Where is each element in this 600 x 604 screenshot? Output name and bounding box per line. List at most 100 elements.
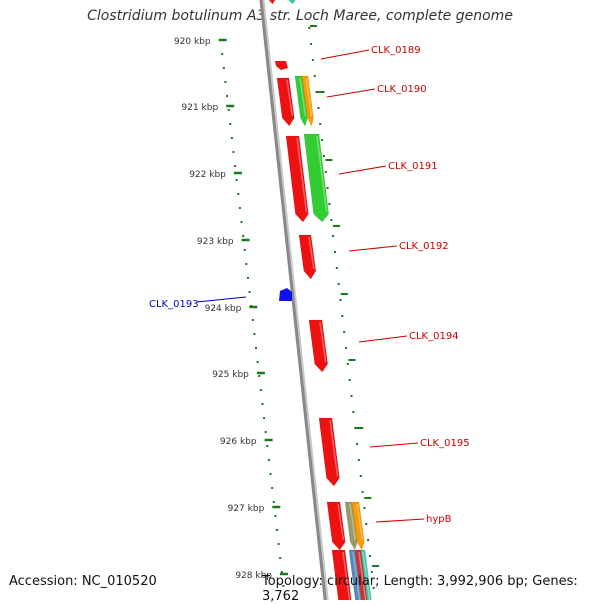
gene-label: CLK_0194: [409, 331, 459, 342]
inner-dot: [264, 431, 267, 433]
gene-arrow-shine: [352, 551, 361, 600]
outer-dot: [319, 123, 322, 125]
outer-dot: [354, 427, 357, 429]
inner-dot: [221, 53, 224, 55]
kbp-label: 924 kbp: [205, 304, 242, 314]
kbp-label: 923 kbp: [197, 237, 234, 247]
gene-arrow: [285, 135, 309, 223]
outer-dot: [339, 299, 342, 301]
outer-dot: [359, 475, 362, 477]
accession-text: Accession: NC_010520: [9, 574, 157, 589]
inner-dot: [261, 403, 264, 405]
gene-arrow-clk0190-shine: [286, 79, 294, 117]
gene-arrow-shine: [296, 137, 308, 213]
inner-dot: [246, 277, 249, 279]
outer-dot: [350, 395, 353, 397]
gene-arrow: [331, 549, 352, 600]
inner-dot: [245, 263, 248, 265]
outer-dot: [311, 59, 314, 61]
inner-dot: [279, 557, 282, 559]
gene-arrow: [268, 0, 276, 5]
inner-dot: [280, 571, 283, 573]
inner-dot: [259, 389, 262, 391]
inner-dot: [251, 319, 254, 321]
gene-arrow-hypb: [344, 501, 358, 551]
inner-dot: [240, 221, 243, 223]
gene-label: CLK_0195: [420, 438, 470, 449]
kbp-label: 928 kbp: [235, 571, 272, 581]
gene-arrow: [351, 501, 365, 551]
gene-label: CLK_0189: [371, 45, 421, 56]
outer-dot: [346, 363, 349, 365]
kbp-label: 926 kbp: [220, 437, 257, 447]
backbone-line: [259, 0, 327, 600]
outer-dot: [357, 459, 360, 461]
inner-dot: [224, 81, 227, 83]
gene-arrow: [326, 501, 346, 551]
inner-dot: [242, 235, 245, 237]
gene-arrow-clk0191: [303, 133, 329, 223]
gene-leader-line: [348, 245, 398, 252]
gene-leader-line: [196, 296, 247, 303]
inner-dot: [272, 501, 275, 503]
outer-dot: [370, 571, 373, 573]
kbp-label: 927 kbp: [228, 504, 265, 514]
outer-dot: [348, 379, 351, 381]
gene-arrow-clk0194: [308, 319, 328, 373]
gene-arrow-shine: [362, 551, 371, 600]
inner-dot: [269, 473, 272, 475]
gene-arrow-clk0193: [279, 288, 292, 301]
outer-dot: [368, 555, 371, 557]
outer-dot: [343, 331, 346, 333]
inner-dot: [256, 361, 259, 363]
inner-dot: [243, 249, 246, 251]
gene-arrow-hypb-shine: [349, 503, 357, 541]
outer-dot: [341, 315, 344, 317]
inner-dot: [232, 151, 235, 153]
gene-arrow-shine: [358, 551, 367, 600]
outer-dot: [356, 443, 359, 445]
gene-label: CLK_0190: [377, 84, 427, 95]
gene-arrow-shine: [342, 551, 351, 600]
outer-dot: [322, 155, 325, 157]
outer-dot: [363, 507, 366, 509]
gene-arrow: [354, 549, 368, 600]
gene-arrow-shine: [305, 77, 313, 117]
gene-arrow: [348, 549, 362, 600]
outer-dot: [332, 235, 335, 237]
outer-dot: [361, 491, 364, 493]
kbp-label: 922 kbp: [189, 170, 226, 180]
kbp-label: 925 kbp: [212, 370, 249, 380]
gene-label: CLK_0193: [149, 299, 199, 310]
inner-dot: [275, 529, 278, 531]
gene-arrow: [294, 75, 308, 127]
kbp-label: 920 kbp: [174, 37, 211, 47]
outer-dot: [326, 187, 329, 189]
gene-arrow-clk0190: [276, 77, 295, 127]
inner-dot: [277, 543, 280, 545]
inner-dot: [253, 333, 256, 335]
map-title: Clostridium botulinum A3 str. Loch Maree…: [87, 8, 513, 24]
outer-dot: [352, 411, 355, 413]
kbp-label: 921 kbp: [182, 103, 219, 113]
inner-dot: [229, 123, 232, 125]
inner-dot: [266, 445, 269, 447]
gene-leader-line: [326, 88, 376, 98]
inner-dot: [263, 417, 266, 419]
gene-leader-line: [320, 49, 370, 60]
outer-dot: [330, 219, 333, 221]
inner-dot: [267, 459, 270, 461]
gene-label: CLK_0192: [399, 241, 449, 252]
outer-dot: [367, 539, 370, 541]
inner-dot: [238, 207, 241, 209]
inner-dot: [258, 375, 261, 377]
outer-dot: [345, 347, 348, 349]
gene-arrow-clk0189: [275, 61, 288, 70]
gene-arrow: [288, 0, 296, 5]
outer-dot: [372, 587, 375, 589]
inner-dot: [235, 179, 238, 181]
gene-arrow-clk0194-shine: [319, 321, 327, 363]
gene-arrow-shine: [299, 77, 307, 117]
inner-dot: [282, 585, 285, 587]
inner-dot: [271, 487, 274, 489]
